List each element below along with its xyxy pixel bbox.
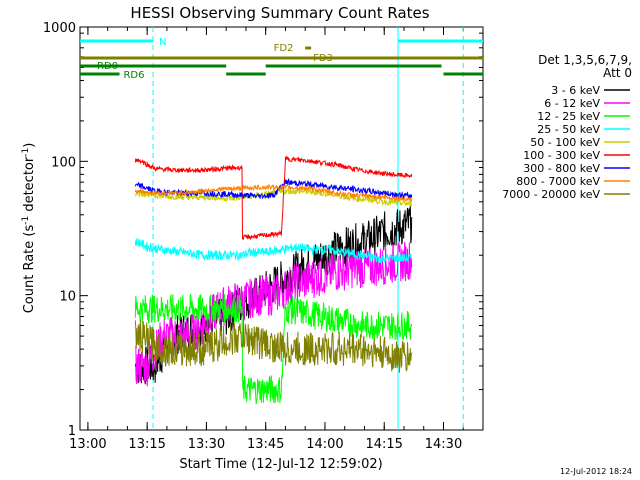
legend-label: 100 - 300 keV: [523, 149, 600, 162]
series-lines: [134, 155, 413, 405]
fd3-label: FD3: [313, 53, 333, 64]
y-axis-label: Count Rate (s-1 detector-1): [21, 143, 37, 314]
series-line-5: [134, 155, 413, 241]
series-line-2: [134, 294, 413, 405]
x-tick-label: 14:00: [306, 437, 343, 452]
legend-label: 6 - 12 keV: [544, 97, 600, 110]
rd0-label: RD0: [97, 61, 118, 72]
legend-label: 300 - 800 keV: [523, 162, 600, 175]
legend-label: 12 - 25 keV: [537, 110, 600, 123]
x-tick-label: 13:45: [247, 437, 284, 452]
series-line-1: [135, 241, 413, 387]
legend-header-line2: Att 0: [603, 66, 632, 80]
chart-title: HESSI Observing Summary Count Rates: [130, 4, 429, 22]
x-tick-label: 14:30: [425, 437, 462, 452]
x-tick-label: 13:00: [69, 437, 106, 452]
series-line-4: [134, 187, 413, 207]
rd6-label: RD6: [123, 70, 144, 81]
legend-label: 7000 - 20000 keV: [502, 188, 600, 201]
y-axis: 1 10 100 1000: [43, 21, 483, 439]
legend-label: 25 - 50 keV: [537, 123, 600, 136]
legend-label: 800 - 7000 keV: [516, 175, 600, 188]
night-label: N: [159, 37, 166, 48]
x-axis: 13:00 13:15 13:30 13:45 14:00 14:15 14:30: [69, 27, 464, 452]
legend-label: 3 - 6 keV: [551, 84, 600, 97]
y-tick-label: 1000: [43, 21, 76, 36]
x-axis-label: Start Time (12-Jul-12 12:59:02): [179, 457, 382, 472]
x-tick-label: 13:30: [188, 437, 225, 452]
plot-frame: [79, 26, 484, 431]
timestamp: 12-Jul-2012 18:24: [560, 467, 632, 476]
legend-header-line1: Det 1,3,5,6,7,9,: [538, 53, 632, 67]
series-line-8: [134, 319, 413, 373]
x-tick-label: 13:15: [128, 437, 165, 452]
y-tick-label: 10: [59, 290, 76, 305]
y-tick-label: 1: [68, 424, 76, 439]
legend-label: 50 - 100 keV: [530, 136, 600, 149]
series-line-7: [134, 183, 413, 203]
fd2-label: FD2: [274, 43, 294, 54]
series-line-3: [134, 238, 413, 264]
x-tick-label: 14:15: [365, 437, 402, 452]
y-tick-label: 100: [51, 155, 76, 170]
